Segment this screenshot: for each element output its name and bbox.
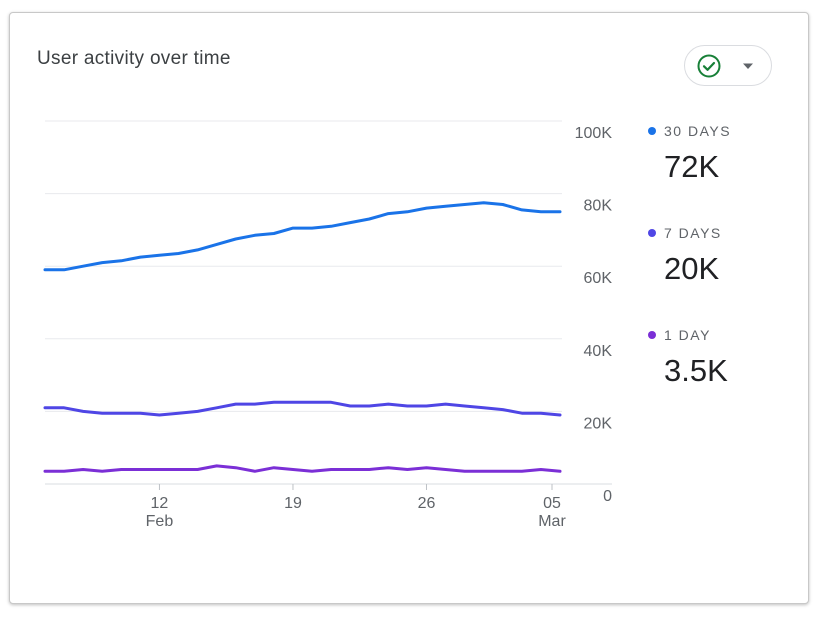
legend-value: 72K	[664, 149, 719, 184]
legend-dot	[648, 127, 656, 135]
y-tick-label: 100K	[575, 125, 613, 142]
legend-label: 7 DAYS	[664, 225, 722, 241]
y-tick-label: 0	[603, 488, 612, 505]
legend-dot	[648, 229, 656, 237]
status-dropdown-button[interactable]	[684, 45, 772, 86]
check-circle-icon	[697, 54, 721, 78]
legend-label: 30 DAYS	[664, 123, 731, 139]
legend-label: 1 DAY	[664, 327, 711, 343]
legend-dot	[648, 331, 656, 339]
y-tick-label: 60K	[584, 270, 613, 287]
y-tick-label: 40K	[584, 343, 613, 360]
x-tick-label: 05	[543, 495, 561, 512]
x-tick-sublabel: Feb	[146, 513, 174, 530]
y-tick-label: 80K	[584, 198, 613, 215]
legend-value: 3.5K	[664, 353, 728, 388]
legend-value: 20K	[664, 251, 719, 286]
x-tick-label: 12	[151, 495, 169, 512]
x-tick-label: 19	[284, 495, 302, 512]
card-title: User activity over time	[37, 48, 231, 69]
series-line-7-days[interactable]	[43, 400, 562, 417]
series-line-1-day[interactable]	[43, 464, 562, 473]
x-tick-label: 26	[418, 495, 436, 512]
user-activity-card	[9, 12, 809, 604]
series-line-30-days[interactable]	[43, 201, 562, 272]
y-tick-label: 20K	[584, 415, 613, 432]
x-tick-sublabel: Mar	[538, 513, 566, 530]
caret-down-icon	[743, 63, 753, 69]
